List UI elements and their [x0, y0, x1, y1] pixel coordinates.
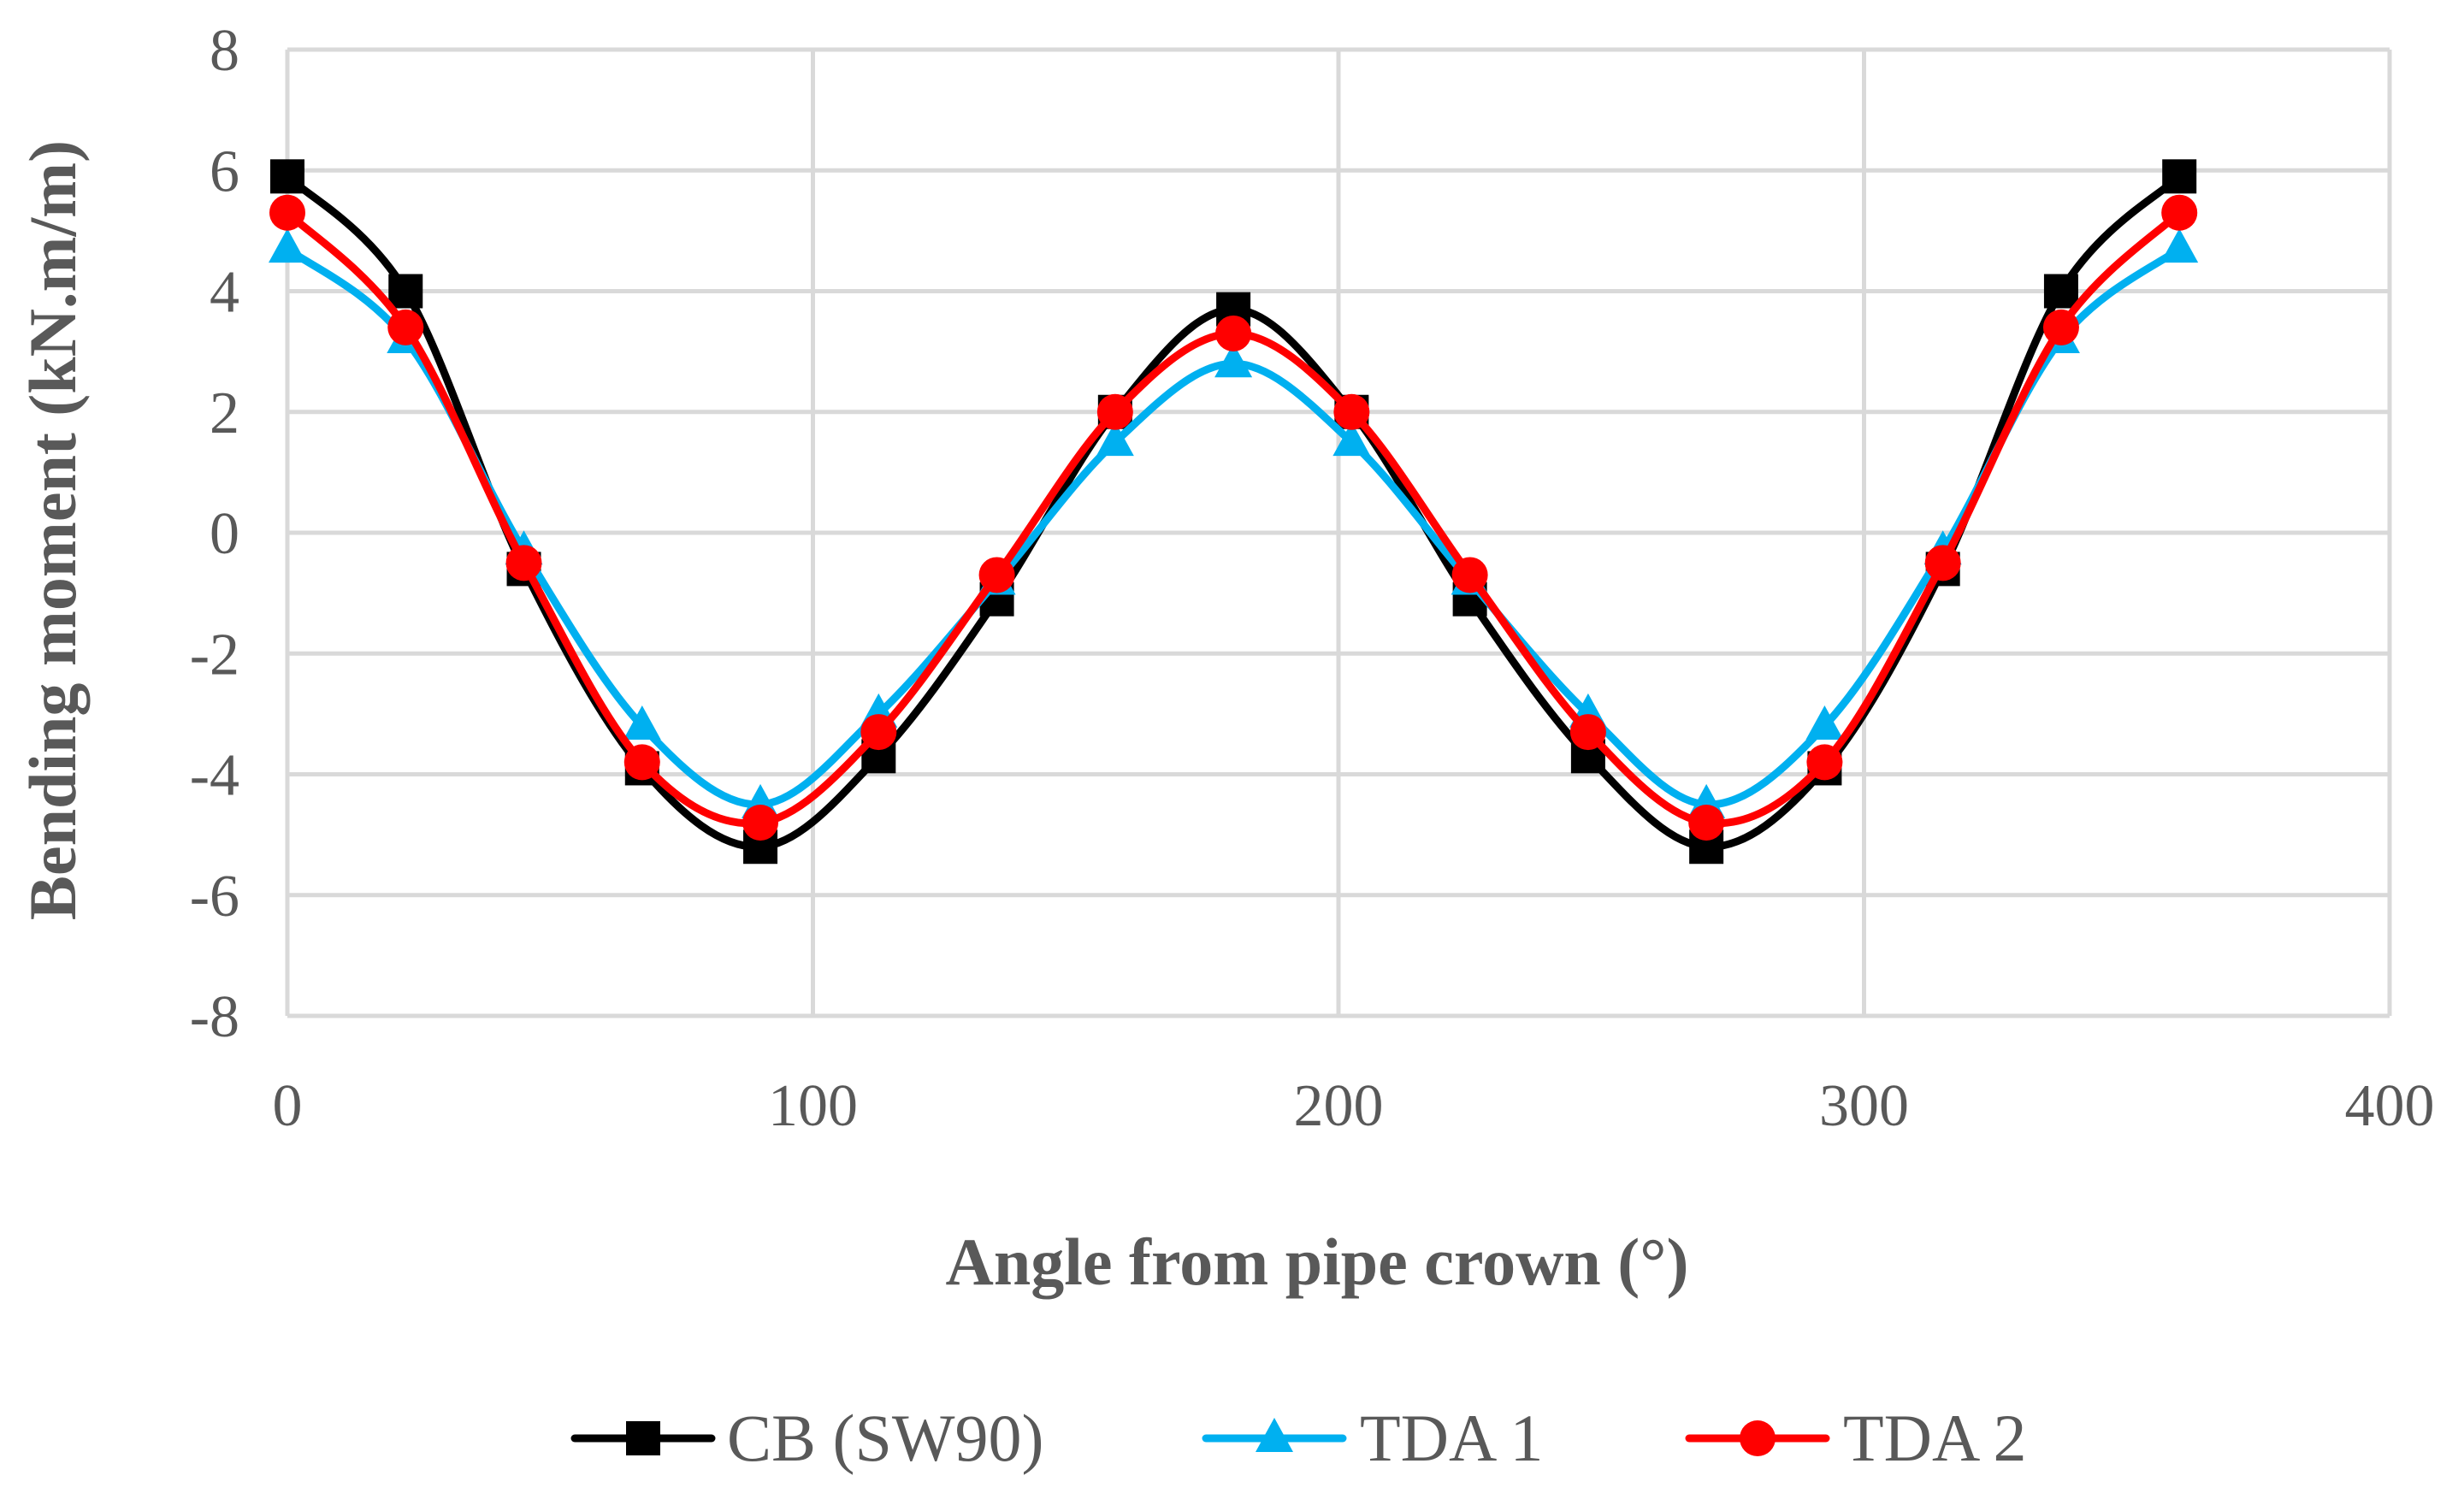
data-point — [388, 274, 423, 309]
legend-item: TDA 1 — [1202, 1401, 1544, 1475]
data-point — [1688, 805, 1725, 841]
y-tick-label: 8 — [210, 18, 239, 84]
y-tick-label: -4 — [190, 743, 239, 809]
data-point — [2161, 194, 2198, 231]
y-tick-label: -8 — [190, 984, 239, 1050]
legend-item: CB (SW90) — [570, 1401, 1044, 1475]
data-point — [1096, 393, 1133, 430]
data-point — [1332, 422, 1371, 457]
x-tick-label: 200 — [1294, 1073, 1384, 1139]
legend-item: TDA 2 — [1685, 1401, 2027, 1475]
data-point — [270, 159, 304, 194]
data-point — [1451, 557, 1488, 593]
legend-label: CB (SW90) — [727, 1401, 1044, 1475]
data-point — [1096, 422, 1134, 457]
data-point — [2162, 159, 2197, 194]
data-point — [1805, 705, 1844, 740]
legend-marker — [626, 1421, 660, 1455]
data-point — [1806, 744, 1843, 781]
data-point — [978, 557, 1015, 593]
data-point — [1215, 315, 1252, 351]
data-point — [269, 228, 306, 263]
x-tick-label: 0 — [273, 1073, 303, 1139]
data-point — [623, 705, 661, 740]
x-axis-title: Angle from pipe crown (°) — [946, 1225, 1689, 1299]
data-point — [505, 545, 542, 581]
y-tick-label: 0 — [210, 501, 239, 567]
y-tick-label: 4 — [210, 260, 239, 326]
data-point — [1569, 714, 1606, 751]
data-point — [269, 194, 305, 231]
data-point — [387, 309, 424, 345]
data-point — [2043, 274, 2078, 309]
y-tick-label: 2 — [210, 381, 239, 446]
gridlines — [285, 47, 2392, 1018]
y-tick-label: -6 — [190, 864, 239, 930]
data-point — [742, 805, 779, 841]
data-point — [1924, 545, 1961, 581]
data-point — [2160, 228, 2199, 263]
series-cb-sw90 — [270, 159, 2197, 865]
legend-label: TDA 1 — [1360, 1401, 1544, 1475]
y-tick-label: -2 — [190, 622, 239, 688]
legend: CB (SW90) TDA 1 TDA 2 — [570, 1401, 2027, 1475]
data-point — [860, 714, 897, 751]
y-tick-label: 6 — [210, 139, 239, 204]
data-point — [2042, 309, 2079, 345]
y-axis-title: Bending moment (kN.m/m) — [15, 140, 90, 920]
data-point — [1214, 343, 1253, 378]
legend-marker — [1256, 1418, 1293, 1452]
x-tick-label: 400 — [2345, 1073, 2435, 1139]
series-tda-2 — [269, 194, 2198, 841]
tick-labels: -8 -6 -4 -2 0 2 4 6 8 0 100 200 300 400 — [190, 18, 2435, 1139]
x-tick-label: 100 — [768, 1073, 858, 1139]
series-group — [269, 159, 2199, 865]
data-point — [1333, 393, 1370, 430]
legend-marker — [1740, 1420, 1776, 1456]
legend-label: TDA 2 — [1843, 1401, 2027, 1475]
series-line — [283, 172, 2183, 851]
data-point — [623, 744, 660, 781]
x-tick-label: 300 — [1819, 1073, 1909, 1139]
